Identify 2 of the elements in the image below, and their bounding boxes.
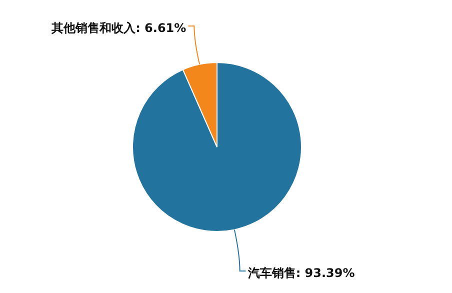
slice-label: 汽车销售: 93.39%: [246, 266, 355, 280]
slice-label: 其他销售和收入: 6.61%: [50, 21, 186, 36]
